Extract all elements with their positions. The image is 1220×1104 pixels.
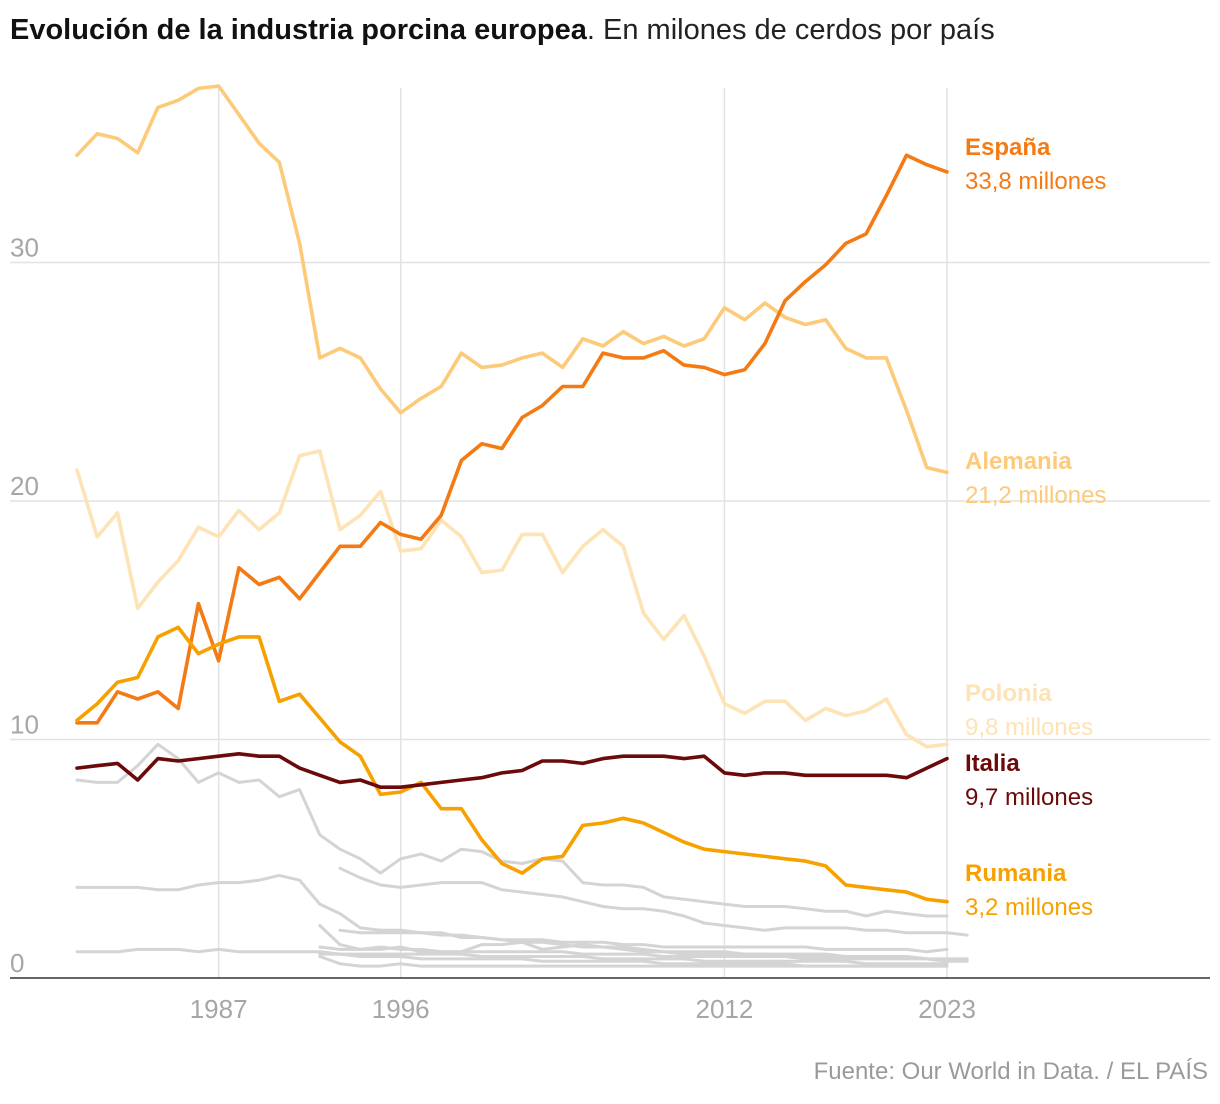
grid — [10, 88, 1210, 978]
chart-title-main: Evolución de la industria porcina europe… — [10, 14, 587, 46]
x-tick-label-2012: 2012 — [696, 994, 754, 1024]
y-tick-label-20: 20 — [10, 471, 39, 501]
series-label-name-espana: España — [965, 134, 1051, 161]
series-line-other-9 — [338, 928, 969, 961]
series-label-value-alemania: 21,2 millones — [965, 482, 1106, 509]
x-tick-label-1987: 1987 — [190, 994, 248, 1024]
series-line-italia — [75, 751, 949, 790]
series-line-other-13 — [318, 955, 949, 968]
series-label-name-rumania: Rumania — [965, 860, 1067, 887]
series-line-alemania — [75, 84, 949, 475]
series-line-rumania — [75, 625, 949, 904]
series-line-other-5 — [75, 742, 949, 918]
series-label-value-polonia: 9,8 millones — [965, 714, 1093, 741]
series-line-polonia — [75, 449, 949, 749]
chart-title-subtitle: . En milones de cerdos por país — [586, 14, 995, 46]
y-tick-label-0: 0 — [10, 948, 24, 978]
series-line-espana — [75, 153, 949, 725]
chart-title: Evolución de la industria porcina europe… — [10, 14, 995, 47]
series-label-name-alemania: Alemania — [965, 448, 1072, 475]
series-label-value-espana: 33,8 millones — [965, 168, 1106, 195]
series-line-other-7 — [338, 866, 969, 937]
series-label-name-italia: Italia — [965, 750, 1020, 777]
line-chart: 0 10 20 30 1987 1996 2012 2023 Alemania 21,2 mil… — [10, 84, 1210, 1024]
y-tick-label-10: 10 — [10, 710, 39, 740]
series-line-other-10 — [318, 945, 949, 963]
highlighted-lines — [75, 84, 949, 904]
series-line-other-11 — [318, 952, 949, 966]
series-label-value-italia: 9,7 millones — [965, 784, 1093, 811]
y-tick-label-30: 30 — [10, 233, 39, 263]
axes: 0 10 20 30 1987 1996 2012 2023 — [10, 233, 1210, 1024]
series-labels: Alemania 21,2 millones Polonia 9,8 millones… — [965, 134, 1106, 921]
background-lines — [75, 742, 969, 968]
x-tick-label-1996: 1996 — [372, 994, 430, 1024]
source-note: Fuente: Our World in Data. / EL PAÍS — [813, 1058, 1208, 1085]
series-label-value-rumania: 3,2 millones — [965, 894, 1093, 921]
x-tick-label-2023: 2023 — [918, 994, 976, 1024]
series-label-name-polonia: Polonia — [965, 680, 1052, 707]
